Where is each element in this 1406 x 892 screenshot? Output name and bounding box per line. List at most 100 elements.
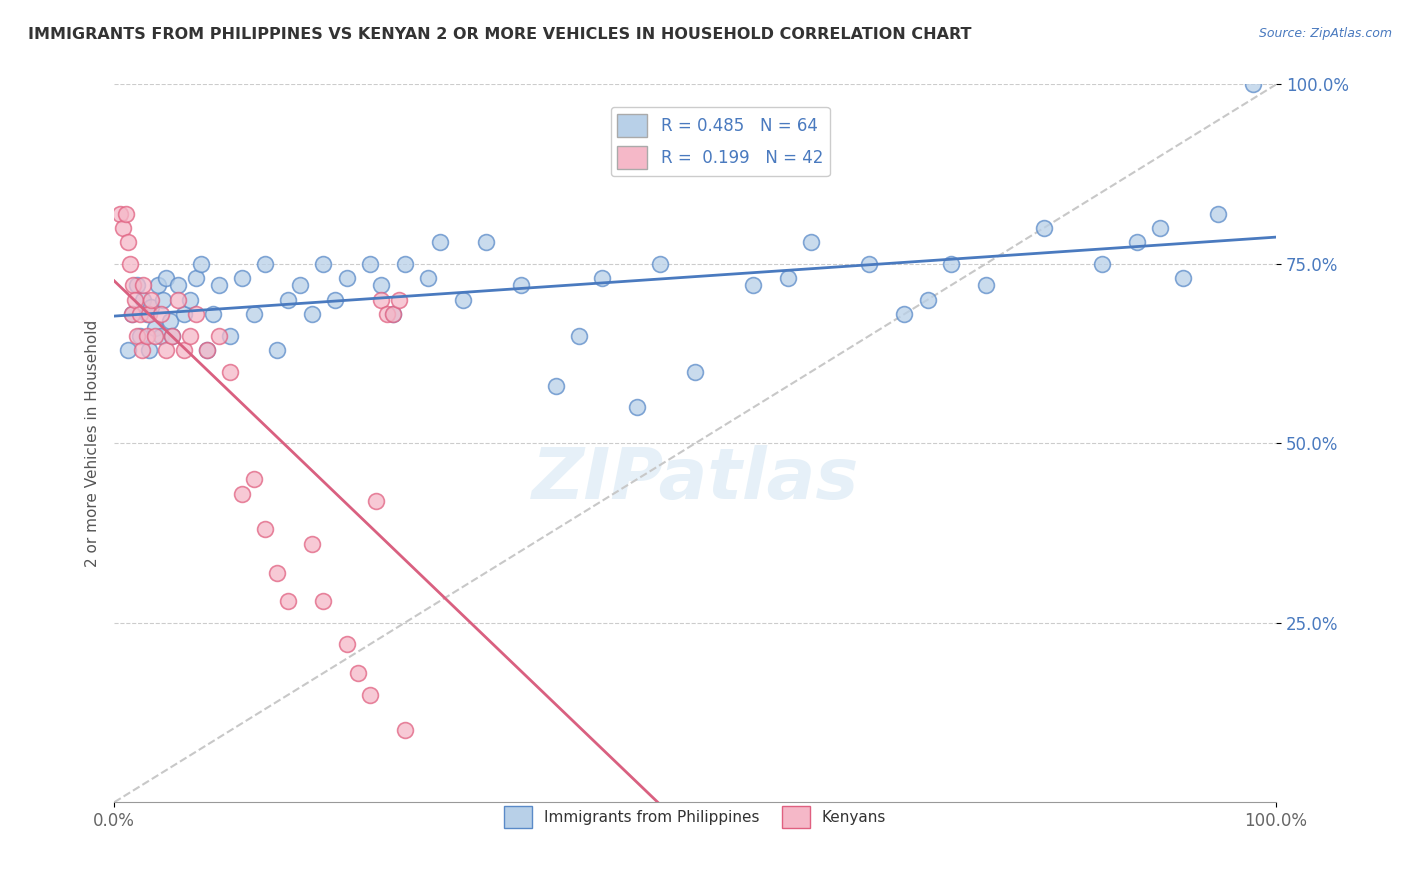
Point xyxy=(591,271,613,285)
Point xyxy=(112,221,135,235)
Point xyxy=(149,307,172,321)
Point xyxy=(195,343,218,357)
Point xyxy=(231,271,253,285)
Point xyxy=(195,343,218,357)
Point xyxy=(148,278,170,293)
Point xyxy=(312,257,335,271)
Point xyxy=(429,235,451,250)
Point xyxy=(120,257,142,271)
Point xyxy=(683,365,706,379)
Point xyxy=(1241,78,1264,92)
Point xyxy=(266,566,288,580)
Point xyxy=(388,293,411,307)
Point xyxy=(254,523,277,537)
Point xyxy=(184,271,207,285)
Text: ZIPatlas: ZIPatlas xyxy=(531,445,859,514)
Point xyxy=(301,537,323,551)
Point xyxy=(128,307,150,321)
Point xyxy=(219,365,242,379)
Point xyxy=(974,278,997,293)
Point xyxy=(128,328,150,343)
Point xyxy=(277,594,299,608)
Point xyxy=(1206,207,1229,221)
Point xyxy=(544,379,567,393)
Point xyxy=(893,307,915,321)
Point xyxy=(568,328,591,343)
Point xyxy=(382,307,405,321)
Point xyxy=(242,307,264,321)
Legend: Immigrants from Philippines, Kenyans: Immigrants from Philippines, Kenyans xyxy=(498,800,893,834)
Point xyxy=(121,307,143,321)
Point xyxy=(132,293,155,307)
Point xyxy=(201,307,224,321)
Point xyxy=(184,307,207,321)
Text: Source: ZipAtlas.com: Source: ZipAtlas.com xyxy=(1258,27,1392,40)
Point xyxy=(359,688,381,702)
Point xyxy=(312,594,335,608)
Point xyxy=(509,278,531,293)
Point xyxy=(382,307,405,321)
Point xyxy=(173,307,195,321)
Point xyxy=(242,472,264,486)
Point xyxy=(335,271,357,285)
Point xyxy=(167,278,190,293)
Point xyxy=(778,271,800,285)
Point xyxy=(132,278,155,293)
Point xyxy=(149,328,172,343)
Point xyxy=(143,328,166,343)
Point xyxy=(131,343,153,357)
Point xyxy=(475,235,498,250)
Point xyxy=(1171,271,1194,285)
Point xyxy=(138,307,160,321)
Point xyxy=(117,343,139,357)
Point xyxy=(167,293,190,307)
Point xyxy=(451,293,474,307)
Point xyxy=(162,328,184,343)
Point xyxy=(155,271,177,285)
Point xyxy=(416,271,439,285)
Point xyxy=(124,293,146,307)
Point xyxy=(323,293,346,307)
Point xyxy=(370,278,392,293)
Point xyxy=(1032,221,1054,235)
Point xyxy=(288,278,311,293)
Point xyxy=(127,278,149,293)
Text: IMMIGRANTS FROM PHILIPPINES VS KENYAN 2 OR MORE VEHICLES IN HOUSEHOLD CORRELATIO: IMMIGRANTS FROM PHILIPPINES VS KENYAN 2 … xyxy=(28,27,972,42)
Y-axis label: 2 or more Vehicles in Household: 2 or more Vehicles in Household xyxy=(86,319,100,567)
Point xyxy=(159,314,181,328)
Point xyxy=(117,235,139,250)
Point xyxy=(208,278,231,293)
Point xyxy=(162,328,184,343)
Point xyxy=(231,486,253,500)
Point xyxy=(800,235,823,250)
Point xyxy=(370,293,392,307)
Point xyxy=(626,401,648,415)
Point xyxy=(135,307,157,321)
Point xyxy=(1125,235,1147,250)
Point xyxy=(135,328,157,343)
Point xyxy=(254,257,277,271)
Point xyxy=(939,257,962,271)
Point xyxy=(347,666,370,681)
Point xyxy=(394,257,416,271)
Point xyxy=(138,343,160,357)
Point xyxy=(143,321,166,335)
Point xyxy=(742,278,765,293)
Point xyxy=(301,307,323,321)
Point xyxy=(173,343,195,357)
Point xyxy=(266,343,288,357)
Point xyxy=(179,293,201,307)
Point xyxy=(114,207,136,221)
Point xyxy=(152,293,174,307)
Point xyxy=(121,278,143,293)
Point xyxy=(127,328,149,343)
Point xyxy=(155,343,177,357)
Point xyxy=(858,257,880,271)
Point xyxy=(917,293,939,307)
Point xyxy=(141,300,163,314)
Point xyxy=(1091,257,1114,271)
Point xyxy=(335,637,357,651)
Point xyxy=(364,493,387,508)
Point xyxy=(375,307,398,321)
Point xyxy=(190,257,212,271)
